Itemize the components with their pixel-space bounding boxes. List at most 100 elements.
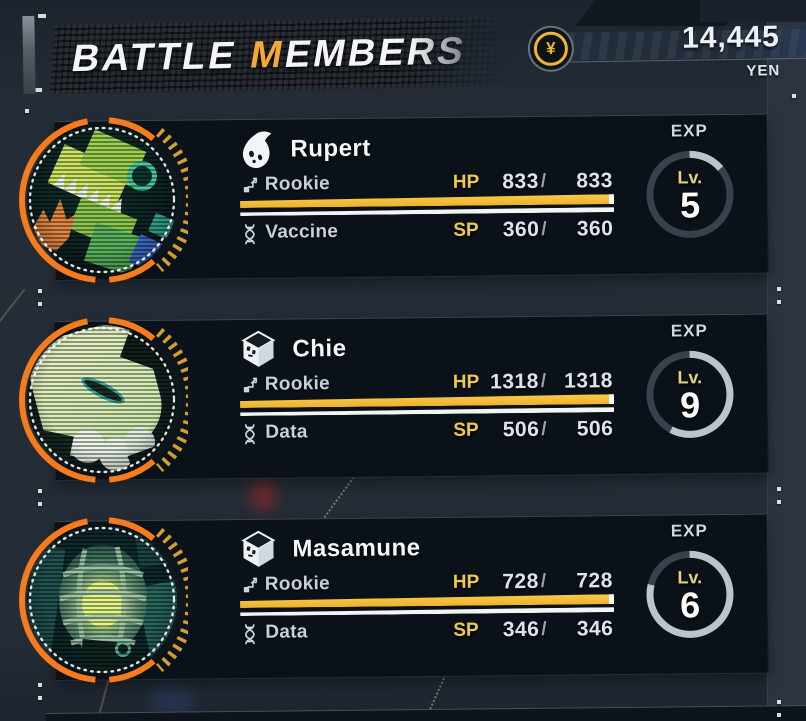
background-red-glow	[250, 478, 276, 512]
decor-dot	[38, 696, 42, 700]
member-name-row: Masamune	[240, 528, 421, 570]
member-card-chie[interactable]: Chie Rookie HP 1318 / 1318 Data SP 506 /…	[54, 313, 769, 481]
hp-gauge-tip	[609, 194, 614, 204]
vignette-overlay	[27, 325, 177, 475]
hp-max: 728	[576, 569, 613, 593]
title-rest: EMBERS	[281, 30, 470, 77]
decor-dot	[38, 502, 42, 506]
decor-dot	[792, 94, 796, 98]
attribute-sp-row: Vaccine SP 360 / 360	[55, 216, 767, 249]
attribute-sp-row: Data SP 506 / 506	[55, 416, 767, 449]
dna-attribute-icon	[244, 624, 255, 645]
stage-label: Rookie	[264, 573, 331, 595]
stage-hp-row: Rookie HP 728 / 728	[55, 568, 767, 601]
sp-gauge-fill	[240, 407, 614, 416]
currency-unit: YEN	[746, 62, 781, 80]
droplet-face-icon	[242, 131, 272, 168]
exp-label: EXP	[670, 121, 708, 141]
stage-label: Rookie	[264, 173, 331, 195]
sp-max: 506	[576, 417, 614, 441]
exp-ring	[646, 150, 734, 238]
stage-icon	[243, 377, 258, 393]
sp-gauge-fill	[240, 207, 614, 216]
top-right-decor	[700, 0, 806, 22]
portrait-frame-rings	[19, 117, 188, 283]
portrait-frame-rings	[19, 517, 188, 683]
decor-dot	[38, 289, 42, 293]
header-accent-bar	[22, 15, 36, 95]
portrait-image	[27, 125, 177, 275]
attribute-label: Data	[265, 421, 308, 443]
level-value: 9	[679, 384, 701, 426]
hp-current: 1318	[489, 369, 539, 394]
exp-label: EXP	[670, 521, 708, 541]
exp-indicator: EXP Lv. 9	[641, 315, 738, 456]
exp-label: EXP	[670, 321, 708, 341]
sp-max: 360	[576, 217, 614, 241]
exp-indicator: EXP Lv. 5	[641, 115, 738, 256]
stage-hp-row: Rookie HP 833 / 833	[55, 168, 767, 201]
sp-gauge	[240, 407, 614, 416]
member-portrait-rupert[interactable]	[0, 102, 228, 298]
exp-indicator: EXP Lv. 6	[641, 515, 738, 656]
hp-max: 1318	[563, 369, 613, 393]
member-card-rupert[interactable]: Rupert Rookie HP 833 / 833 Vaccine SP 36…	[54, 113, 769, 281]
hp-current: 728	[502, 569, 539, 594]
hp-gauge-tip	[609, 594, 614, 604]
right-background-band	[767, 0, 806, 721]
sp-separator: /	[541, 618, 547, 640]
dna-attribute-icon	[244, 424, 255, 445]
decor-dot	[777, 713, 781, 717]
decor-dot	[38, 489, 42, 493]
sp-current: 346	[502, 617, 540, 642]
stage-hp-row: Rookie HP 1318 / 1318	[55, 368, 767, 401]
title-word: BATTLE	[68, 34, 241, 81]
level-display: Lv. 5	[642, 167, 739, 225]
sp-gauge-fill	[240, 607, 614, 616]
level-display: Lv. 6	[642, 567, 739, 626]
attribute-label: Vaccine	[265, 221, 339, 243]
decor-dot	[38, 683, 42, 687]
stage-label: Rookie	[264, 373, 331, 395]
hp-gauge-tip	[609, 394, 614, 404]
yen-icon: ¥	[527, 25, 575, 73]
page-title-banner: BATTLE MEMBERS	[49, 15, 515, 95]
portrait-frame-rings	[19, 317, 188, 483]
decor-dot	[777, 700, 781, 704]
level-display: Lv. 9	[642, 367, 739, 426]
sp-gauge	[240, 607, 614, 616]
member-portrait-chie[interactable]	[0, 302, 228, 498]
stage-icon	[243, 577, 258, 593]
member-name-row: Rupert	[240, 129, 371, 170]
member-name: Masamune	[292, 534, 421, 563]
decor-dot	[777, 287, 781, 291]
cube-face-icon	[241, 330, 276, 367]
member-name-row: Chie	[240, 329, 347, 370]
dna-attribute-icon	[244, 224, 255, 245]
hp-separator: /	[540, 370, 547, 392]
vignette-overlay	[27, 525, 177, 675]
sp-gauge	[240, 207, 614, 216]
sp-current: 360	[502, 217, 540, 242]
sp-separator: /	[541, 218, 547, 240]
hp-current: 833	[502, 169, 539, 194]
member-portrait-masamune[interactable]	[0, 502, 228, 698]
decor-dot	[38, 302, 42, 306]
member-name: Rupert	[290, 134, 371, 163]
member-card-masamune[interactable]: Masamune Rookie HP 728 / 728 Data SP 346…	[54, 513, 769, 681]
attribute-label: Data	[265, 621, 308, 643]
decor-dot	[777, 487, 781, 491]
portrait-image	[27, 325, 177, 475]
hp-separator: /	[540, 170, 547, 192]
hp-separator: /	[540, 570, 547, 592]
exp-ring	[646, 350, 734, 438]
currency-amount: 14,445	[681, 20, 781, 55]
currency-display: ¥ 14,445 YEN	[520, 20, 806, 89]
yen-symbol: ¥	[533, 31, 569, 67]
sp-current: 506	[502, 417, 540, 442]
attribute-sp-row: Data SP 346 / 346	[55, 616, 767, 649]
level-value: 6	[679, 584, 701, 626]
member-name: Chie	[292, 334, 347, 363]
decor-dot	[777, 500, 781, 504]
